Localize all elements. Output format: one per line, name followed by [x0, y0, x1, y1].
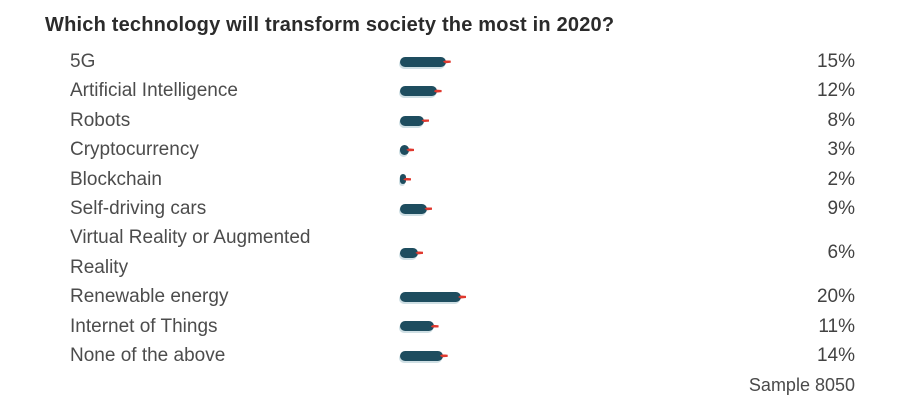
value-label: 2% — [827, 168, 855, 190]
value-label: 8% — [827, 109, 855, 131]
target-marker-icon — [442, 60, 451, 64]
horizontal-bar-chart: 5G 15% Artificial Intelligence 12% Robot… — [45, 47, 855, 370]
chart-title: Which technology will transform society … — [45, 14, 615, 36]
category-label: Internet of Things — [70, 315, 218, 337]
value-label: 15% — [816, 51, 855, 72]
bar-cell — [400, 47, 765, 76]
category-label: Artificial Intelligence — [70, 80, 238, 102]
category-label: Virtual Reality or Augmented Reality — [70, 227, 311, 278]
bar-cell — [400, 165, 765, 194]
target-marker-icon — [403, 177, 412, 181]
target-marker-icon — [406, 148, 415, 152]
chart-row: Artificial Intelligence 12% — [45, 76, 855, 105]
target-marker-icon — [439, 354, 448, 358]
chart-row: Robots 8% — [45, 106, 855, 135]
bar-cell — [400, 194, 765, 223]
bar — [400, 144, 415, 155]
target-marker-icon — [458, 295, 466, 299]
chart-row: Renewable energy 20% — [45, 282, 855, 311]
target-marker-icon — [415, 251, 424, 255]
bar — [400, 247, 424, 258]
bar — [400, 174, 412, 185]
bar-cell — [400, 312, 765, 341]
bar-cell — [400, 223, 765, 282]
value-label: 11% — [818, 315, 855, 337]
value-label: 3% — [827, 139, 855, 161]
sample-size-note: Sample 8050 — [748, 375, 855, 396]
chart-row: None of the above 14% — [45, 341, 855, 370]
value-label: 20% — [816, 286, 855, 308]
bar — [400, 115, 430, 126]
bar-cell — [400, 106, 765, 135]
category-label: None of the above — [70, 345, 226, 367]
chart-row: Internet of Things 11% — [45, 312, 855, 341]
target-marker-icon — [424, 207, 433, 211]
bar-cell — [400, 341, 765, 370]
bar — [400, 56, 451, 67]
value-label: 6% — [827, 242, 855, 264]
value-label: 14% — [816, 345, 855, 367]
category-label: Self-driving cars — [70, 198, 207, 220]
bar-cell — [400, 135, 765, 164]
bar — [400, 291, 466, 302]
chart-row: Self-driving cars 9% — [45, 194, 855, 223]
chart-row: Virtual Reality or Augmented Reality 6% — [45, 223, 855, 282]
chart-row: Blockchain 2% — [45, 165, 855, 194]
category-label: Robots — [70, 109, 131, 131]
bar — [400, 321, 439, 332]
bar — [400, 86, 442, 97]
target-marker-icon — [433, 89, 442, 93]
category-label: Blockchain — [70, 168, 162, 190]
chart-row: Cryptocurrency 3% — [45, 135, 855, 164]
category-label: 5G — [70, 51, 96, 72]
target-marker-icon — [430, 324, 439, 328]
bar-cell — [400, 76, 765, 105]
category-label: Renewable energy — [70, 286, 229, 308]
target-marker-icon — [421, 119, 430, 123]
survey-chart-panel: Which technology will transform society … — [45, 14, 855, 396]
category-label: Cryptocurrency — [70, 139, 199, 161]
chart-row: 5G 15% — [45, 47, 855, 76]
bar — [400, 350, 448, 361]
bar — [400, 203, 433, 214]
bar-cell — [400, 282, 765, 311]
value-label: 12% — [816, 80, 855, 102]
value-label: 9% — [827, 198, 855, 220]
